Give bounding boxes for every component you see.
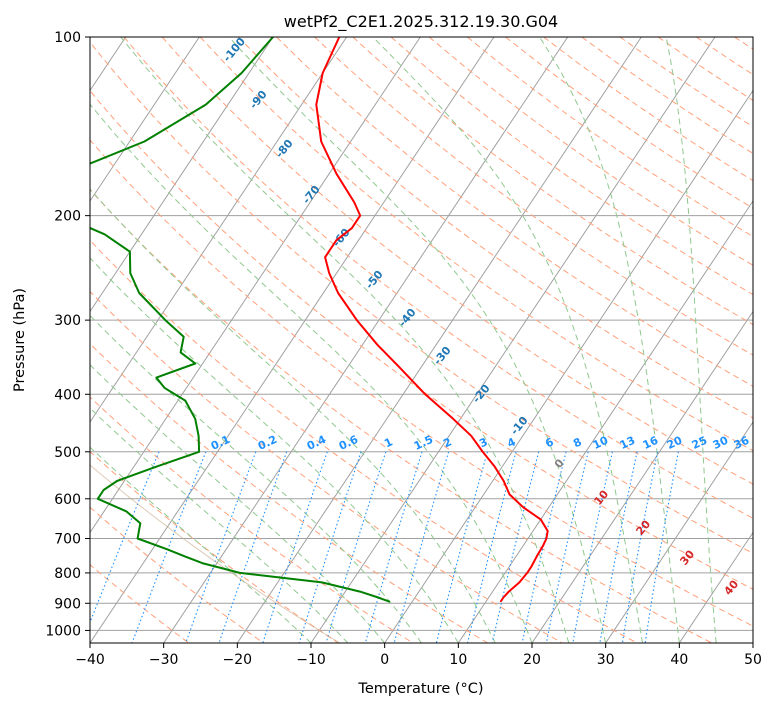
dry-adiabat-line <box>90 189 713 643</box>
isotherm-line <box>457 200 753 643</box>
dry-adiabat-line <box>90 343 489 643</box>
moist-adiabat-line <box>90 188 496 643</box>
isotherm-line <box>384 89 753 643</box>
dry-adiabat-line <box>90 290 564 643</box>
mixing-ratio-line <box>185 451 257 643</box>
mixing-ratio-line <box>262 451 328 643</box>
dry-adiabat-line <box>314 37 753 356</box>
y-tick-label: 100 <box>54 30 81 46</box>
x-axis-title: Temperature (°C) <box>357 681 483 697</box>
mixing-ratio-label: 25 <box>690 434 709 452</box>
dry-adiabat-line <box>90 90 753 590</box>
y-tick-label: 500 <box>54 445 81 461</box>
mixing-ratio-label: 16 <box>641 434 661 452</box>
sounding-series <box>90 37 549 603</box>
mixing-ratio-line <box>599 451 638 643</box>
isotherm-line <box>90 37 274 313</box>
mixing-ratio-line <box>393 451 450 643</box>
y-tick-label: 600 <box>54 492 81 508</box>
x-tick-label: 0 <box>380 652 389 668</box>
mixing-ratio-line <box>644 451 679 643</box>
dewpoint-line <box>90 37 391 603</box>
dry-adiabat-line <box>90 396 414 643</box>
mixing-ratio-label: 13 <box>618 434 637 452</box>
mixing-ratio-lines <box>90 451 679 643</box>
x-tick-label: 30 <box>597 652 615 668</box>
mixing-ratio-line <box>545 451 589 643</box>
moist-adiabat-lines <box>90 37 717 643</box>
x-tick-label: 40 <box>670 652 688 668</box>
moist-adiabat-line <box>90 314 422 643</box>
isotherm-line <box>236 37 642 643</box>
moist-adiabat-line <box>90 257 459 643</box>
chart-title: wetPf2_C2E1.2025.312.19.30.G04 <box>284 12 558 32</box>
dry-adiabat-line <box>90 564 190 643</box>
x-tick-label: −20 <box>223 652 253 668</box>
y-tick-label: 300 <box>54 313 81 329</box>
x-tick-label: 20 <box>523 652 541 668</box>
reference-curve <box>90 464 341 643</box>
moist-adiabat-line <box>665 37 717 643</box>
isotherm-line <box>90 37 200 202</box>
dry-adiabat-line <box>352 37 753 326</box>
moist-adiabat-line <box>228 37 607 643</box>
mixing-ratio-line <box>325 451 387 643</box>
dry-adiabat-line <box>90 506 265 643</box>
mixing-ratio-line <box>572 451 613 643</box>
isotherm-line <box>90 37 421 534</box>
y-tick-label: 400 <box>54 387 81 403</box>
isotherm-line <box>678 531 753 643</box>
dry-adiabat-line <box>90 239 639 643</box>
mixing-ratio-line <box>491 451 540 643</box>
y-axis: 100 200 300 400 500 600 700 800 900 1000 <box>45 30 90 639</box>
y-tick-label: 200 <box>54 209 81 225</box>
y-tick-label: 700 <box>54 532 81 548</box>
x-tick-label: 50 <box>744 652 762 668</box>
x-axis: −40 −30 −20 −10 0 10 20 30 40 50 <box>75 643 762 668</box>
plot-frame <box>89 36 754 644</box>
y-axis-title: Pressure (hPa) <box>12 288 28 392</box>
plot-area: -100-90-80-70-60-50-40-30-20-100.1 0.2 0.4… <box>90 37 753 643</box>
mixing-ratio-line <box>621 451 659 643</box>
dry-adiabat-line <box>199 37 753 452</box>
dry-adiabat-line <box>90 450 340 643</box>
x-tick-label: −30 <box>149 652 179 668</box>
x-tick-label: 10 <box>449 652 467 668</box>
moist-adiabat-line <box>372 37 643 643</box>
mixing-ratio-line <box>364 451 423 643</box>
isotherm-line <box>90 37 348 423</box>
moist-adiabat-line <box>90 407 349 643</box>
mixing-ratio-line <box>521 451 567 643</box>
dry-adiabat-line <box>276 37 753 387</box>
reference-curves <box>90 464 341 643</box>
moist-adiabat-line <box>539 37 680 643</box>
x-tick-label: −10 <box>296 652 326 668</box>
mixing-ratio-label: 36 <box>732 434 752 452</box>
moist-adiabat-line <box>90 446 312 643</box>
moist-adiabat-line <box>120 37 570 643</box>
x-tick-label: −40 <box>75 652 105 668</box>
isotherm-line <box>605 421 753 643</box>
mixing-ratio-label: 30 <box>711 434 731 452</box>
isotherm-line <box>163 37 569 643</box>
temperature-line <box>315 37 549 603</box>
mixing-ratio-line <box>218 451 288 643</box>
isotherm-line <box>531 310 753 643</box>
y-tick-label: 1000 <box>45 623 81 639</box>
mixing-ratio-line <box>298 451 362 643</box>
isotherm-line <box>90 37 495 643</box>
moist-adiabat-line <box>90 103 533 643</box>
moist-adiabat-line <box>90 364 386 643</box>
y-tick-label: 900 <box>54 596 81 612</box>
y-tick-label: 800 <box>54 566 81 582</box>
mixing-ratio-label: 20 <box>665 434 685 452</box>
dry-adiabat-line <box>238 37 753 419</box>
dry-adiabat-line <box>390 37 753 296</box>
mixing-ratio-label: 10 <box>591 434 611 452</box>
